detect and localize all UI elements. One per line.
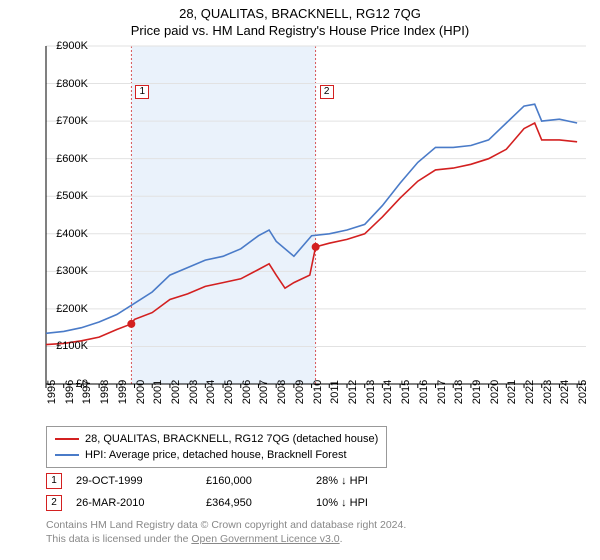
x-axis-label: 2011 bbox=[329, 380, 341, 404]
legend-label: 28, QUALITAS, BRACKNELL, RG12 7QG (detac… bbox=[85, 431, 378, 447]
y-axis-label: £100K bbox=[38, 340, 88, 352]
transaction-table: 1 29-OCT-1999£160,00028% ↓ HPI 2 26-MAR-201… bbox=[46, 470, 436, 514]
x-axis-label: 2024 bbox=[559, 380, 571, 404]
x-axis-label: 2005 bbox=[223, 380, 235, 404]
x-axis-label: 2008 bbox=[276, 380, 288, 404]
x-axis-label: 2017 bbox=[436, 380, 448, 404]
x-axis-label: 2020 bbox=[489, 380, 501, 404]
transaction-compare: 28% ↓ HPI bbox=[316, 475, 436, 487]
x-axis-label: 2016 bbox=[418, 380, 430, 404]
x-axis-label: 2019 bbox=[471, 380, 483, 404]
transaction-date: 29-OCT-1999 bbox=[76, 475, 206, 487]
x-axis-label: 2015 bbox=[400, 380, 412, 404]
sale-point-2 bbox=[312, 243, 320, 251]
transaction-marker: 1 bbox=[46, 473, 62, 489]
y-axis-label: £400K bbox=[38, 228, 88, 240]
legend-row: 28, QUALITAS, BRACKNELL, RG12 7QG (detac… bbox=[55, 431, 378, 447]
x-axis-label: 2018 bbox=[453, 380, 465, 404]
x-axis-label: 2025 bbox=[577, 380, 589, 404]
x-axis-label: 2012 bbox=[347, 380, 359, 404]
y-axis-label: £300K bbox=[38, 265, 88, 277]
x-axis-label: 1997 bbox=[81, 380, 93, 404]
transaction-row: 1 29-OCT-1999£160,00028% ↓ HPI bbox=[46, 470, 436, 492]
sale-marker-1: 1 bbox=[135, 85, 149, 99]
y-axis-label: £200K bbox=[38, 303, 88, 315]
y-axis-label: £700K bbox=[38, 115, 88, 127]
legend-row: HPI: Average price, detached house, Brac… bbox=[55, 447, 378, 463]
chart-legend: 28, QUALITAS, BRACKNELL, RG12 7QG (detac… bbox=[46, 426, 387, 468]
sale-marker-2: 2 bbox=[320, 85, 334, 99]
chart-subtitle: Price paid vs. HM Land Registry's House … bbox=[0, 21, 600, 42]
transaction-date: 26-MAR-2010 bbox=[76, 497, 206, 509]
chart-title: 28, QUALITAS, BRACKNELL, RG12 7QG bbox=[0, 0, 600, 21]
x-axis-label: 1996 bbox=[64, 380, 76, 404]
x-axis-label: 2021 bbox=[506, 380, 518, 404]
x-axis-label: 1998 bbox=[99, 380, 111, 404]
x-axis-label: 2002 bbox=[170, 380, 182, 404]
footer-attribution: Contains HM Land Registry data © Crown c… bbox=[46, 518, 406, 546]
legend-label: HPI: Average price, detached house, Brac… bbox=[85, 447, 347, 463]
x-axis-label: 2000 bbox=[135, 380, 147, 404]
x-axis-label: 2022 bbox=[524, 380, 536, 404]
chart-plot-area: £0£100K£200K£300K£400K£500K£600K£700K£80… bbox=[46, 46, 586, 384]
x-axis-label: 2007 bbox=[258, 380, 270, 404]
x-axis-label: 2001 bbox=[152, 380, 164, 404]
x-axis-label: 2009 bbox=[294, 380, 306, 404]
ogl-link[interactable]: Open Government Licence v3.0 bbox=[191, 533, 339, 545]
x-axis-label: 2006 bbox=[241, 380, 253, 404]
transaction-price: £364,950 bbox=[206, 497, 316, 509]
footer-line1: Contains HM Land Registry data © Crown c… bbox=[46, 518, 406, 532]
x-axis-label: 2003 bbox=[188, 380, 200, 404]
x-axis-label: 1995 bbox=[46, 380, 58, 404]
y-axis-label: £800K bbox=[38, 78, 88, 90]
y-axis-label: £900K bbox=[38, 40, 88, 52]
x-axis-label: 2013 bbox=[365, 380, 377, 404]
y-axis-label: £500K bbox=[38, 190, 88, 202]
transaction-compare: 10% ↓ HPI bbox=[316, 497, 436, 509]
x-axis-label: 2004 bbox=[205, 380, 217, 404]
chart-svg bbox=[46, 46, 586, 384]
y-axis-label: £600K bbox=[38, 153, 88, 165]
x-axis-label: 2023 bbox=[542, 380, 554, 404]
transaction-marker: 2 bbox=[46, 495, 62, 511]
legend-swatch bbox=[55, 438, 79, 440]
footer-line2-suffix: . bbox=[340, 533, 343, 545]
footer-line2-prefix: This data is licensed under the bbox=[46, 533, 191, 545]
legend-swatch bbox=[55, 454, 79, 456]
x-axis-label: 2010 bbox=[312, 380, 324, 404]
transaction-price: £160,000 bbox=[206, 475, 316, 487]
sale-point-1 bbox=[127, 320, 135, 328]
transaction-row: 2 26-MAR-2010£364,95010% ↓ HPI bbox=[46, 492, 436, 514]
x-axis-label: 1999 bbox=[117, 380, 129, 404]
x-axis-label: 2014 bbox=[382, 380, 394, 404]
